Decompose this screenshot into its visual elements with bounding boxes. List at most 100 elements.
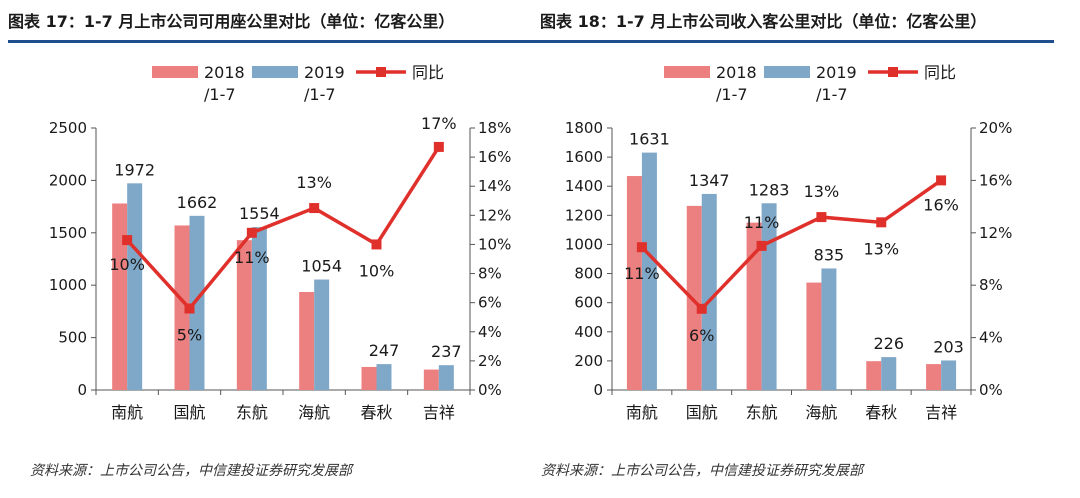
yoy-value-label: 13% [863,239,899,258]
yoy-marker [371,239,382,250]
yoy-value-label: 10% [359,261,395,280]
x-tick-label: 国航 [686,403,718,422]
yoy-value-label: 11% [624,264,660,283]
bar-2018 [626,176,642,390]
yoy-marker [756,240,767,251]
yoy-value-label: 13% [296,173,332,192]
yoy-value-label: 13% [804,182,840,201]
y-left-tick-label: 0 [593,381,603,399]
y-left-tick-label: 2500 [49,119,87,137]
bar-2018 [806,282,822,390]
x-tick-label: 吉祥 [925,403,957,422]
y-right-tick-label: 12% [478,206,511,224]
bar-2018 [746,222,762,390]
bar-2019-value-label: 1283 [749,180,790,199]
legend-label-yoy: 同比 [924,63,956,82]
legend-swatch-2018 [664,66,710,78]
legend-label-2019-period: /1-7 [816,85,848,104]
bar-2019-value-label: 1554 [239,204,280,223]
yoy-marker [184,303,195,314]
y-right-tick-label: 20% [979,119,1012,137]
source-note-left: 资料来源：上市公司公告，中信建投证券研究发展部 [30,463,352,479]
yoy-value-label: 10% [109,255,145,274]
bar-2019 [314,279,330,390]
y-left-tick-label: 2000 [49,171,87,189]
y-left-tick-label: 600 [574,294,603,312]
legend-label-yoy: 同比 [412,63,444,82]
y-right-tick-label: 10% [478,235,511,253]
bar-2019-value-label: 1054 [301,257,342,276]
bar-2018 [361,366,377,390]
chart-title-right: 图表 18：1-7 月上市公司收入客公里对比（单位：亿客公里） [540,12,987,31]
title-rule [8,40,1054,43]
bar-2018 [423,369,439,390]
bar-2019 [189,215,205,390]
y-left-tick-label: 400 [574,323,603,341]
y-left-tick-label: 200 [574,352,603,370]
y-right-tick-label: 16% [478,148,511,166]
yoy-marker [876,217,887,228]
y-right-tick-label: 6% [478,294,502,312]
bar-2018 [236,240,252,390]
bar-2019-value-label: 203 [933,337,964,356]
x-tick-label: 春秋 [865,403,897,422]
bar-2019 [821,268,837,390]
x-tick-label: 海航 [298,403,330,422]
bar-2018 [112,203,128,390]
y-right-tick-label: 8% [478,265,502,283]
y-left-tick-label: 1500 [49,224,87,242]
legend-swatch-2018 [152,66,198,78]
x-tick-label: 东航 [236,403,268,422]
bar-2019-value-label: 1347 [689,171,730,190]
legend-marker-yoy [376,67,386,77]
bar-2019 [641,152,657,390]
yoy-marker [433,141,444,152]
y-left-tick-label: 1000 [49,276,87,294]
yoy-marker [122,235,133,246]
bar-2019-value-label: 835 [814,245,845,264]
legend-marker-yoy [888,67,898,77]
x-tick-label: 国航 [173,403,205,422]
bar-2019 [376,364,392,390]
bar-2019 [881,357,897,390]
yoy-line [640,178,943,312]
y-left-tick-label: 500 [58,329,87,347]
y-right-tick-label: 4% [979,329,1003,347]
yoy-marker [309,203,320,214]
y-right-tick-label: 18% [478,119,511,137]
yoy-value-label: 17% [421,114,457,133]
bar-2019 [701,193,717,390]
bar-2019-value-label: 247 [369,341,400,360]
legend-label-2018-period: /1-7 [204,85,236,104]
y-left-tick-label: 1400 [565,177,603,195]
y-left-tick-label: 1200 [565,206,603,224]
y-right-tick-label: 14% [478,177,511,195]
legend-label-2018: 2018 [204,63,245,82]
source-note-right: 资料来源：上市公司公告，中信建投证券研究发展部 [541,463,863,479]
legend-label-2019-period: /1-7 [304,85,336,104]
y-left-tick-label: 1600 [565,148,603,166]
bar-2019-value-label: 1972 [114,160,155,179]
y-left-tick-label: 1000 [565,235,603,253]
yoy-line [125,145,441,312]
legend-swatch-2019 [252,66,298,78]
y-right-tick-label: 0% [979,381,1003,399]
chart-title-left: 图表 17：1-7 月上市公司可用座公里对比（单位：亿客公里） [8,12,455,31]
yoy-value-label: 5% [177,325,202,344]
legend-swatch-2019 [764,66,810,78]
yoy-marker [696,303,707,314]
y-left-tick-label: 800 [574,265,603,283]
bar-2019-value-label: 237 [431,342,462,361]
y-right-tick-label: 16% [979,171,1012,189]
x-tick-label: 南航 [626,403,658,422]
chart-revenue-passenger-km: 0 200 400 600 800 1000 1200 1400 1600 1800 0% 4% 8% 1… [565,63,1013,422]
y-right-tick-label: 0% [478,381,502,399]
bar-2019-value-label: 1631 [629,130,670,149]
y-left-tick-label: 0 [77,381,87,399]
x-tick-label: 南航 [111,403,143,422]
yoy-marker [816,212,827,223]
bar-2018 [686,205,702,390]
yoy-value-label: 11% [234,248,270,267]
y-right-tick-label: 8% [979,276,1003,294]
yoy-marker [246,227,257,238]
